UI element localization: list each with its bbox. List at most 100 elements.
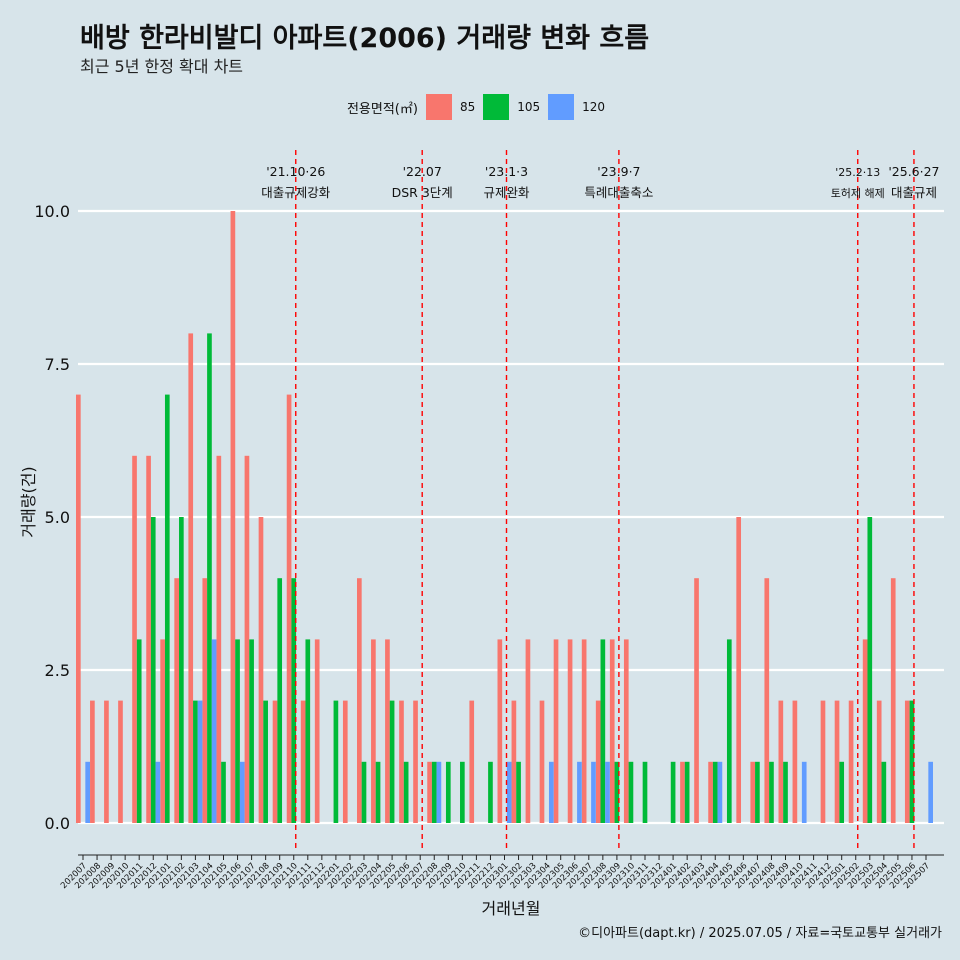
event-date-3: '23.9·7 <box>597 164 640 179</box>
bar-85-202207 <box>413 700 418 823</box>
bar-105-202110 <box>291 578 297 823</box>
legend-label-120: 120 <box>582 100 606 114</box>
bar-105-202407 <box>755 761 760 823</box>
bar-105-202101 <box>164 394 170 823</box>
legend-swatch-105 <box>483 94 510 120</box>
bar-105-202204 <box>375 761 381 823</box>
bar-85-202310 <box>623 639 629 823</box>
bar-85-202204 <box>371 639 376 823</box>
bar-105-202106 <box>235 639 240 823</box>
bar-120-202304 <box>548 761 554 823</box>
bar-85-202306 <box>567 639 573 823</box>
bar-85-202412 <box>820 700 826 823</box>
event-label-0: 대출규제강화 <box>261 185 331 200</box>
bar-120-202012 <box>155 761 161 823</box>
event-date-0: '21.10·26 <box>266 164 325 179</box>
bar-85-202305 <box>553 639 559 823</box>
bar-85-202408 <box>764 578 770 823</box>
bar-105-202506 <box>909 700 915 823</box>
bar-105-202103 <box>193 700 198 823</box>
legend-label-85: 85 <box>459 100 476 114</box>
bar-120-202208 <box>436 761 442 823</box>
chart-subtitle: 최근 5년 한정 확대 차트 <box>80 57 244 76</box>
event-label-5: 대출규제 <box>891 185 937 200</box>
bar-105-202401 <box>670 761 676 823</box>
legend-swatch-120 <box>548 94 575 120</box>
bar-120-202007 <box>85 761 90 823</box>
bar-105-202205 <box>389 700 395 823</box>
bar-105-202504 <box>881 761 887 823</box>
bar-105-202408 <box>769 761 774 823</box>
bar-85-202101 <box>160 639 165 823</box>
bar-120-202507 <box>928 761 933 823</box>
legend: 전용면적(㎡) 85 105 120 <box>0 93 960 121</box>
y-tick-label-0: 0.0 <box>45 814 70 833</box>
bar-85-202106 <box>230 211 236 823</box>
bar-105-202405 <box>726 639 732 823</box>
bar-85-202205 <box>385 639 390 823</box>
legend-label-105: 105 <box>517 100 541 114</box>
bar-85-202402 <box>680 761 685 823</box>
bar-105-202107 <box>249 639 254 823</box>
bar-85-202012 <box>146 455 151 823</box>
bar-105-202308 <box>600 639 606 823</box>
bar-105-202404 <box>712 761 718 823</box>
bar-85-202008 <box>90 700 95 823</box>
y-axis-title: 거래량(건) <box>19 466 38 537</box>
bar-105-202206 <box>403 761 409 823</box>
bar-105-202309 <box>614 761 620 823</box>
bar-85-202011 <box>132 455 137 823</box>
bar-105-202104 <box>207 333 212 823</box>
bar-85-202307 <box>581 639 587 823</box>
bar-85-202104 <box>202 578 208 823</box>
bar-85-202406 <box>736 517 742 823</box>
bar-85-202103 <box>188 333 194 823</box>
bar-120-202307 <box>591 761 596 823</box>
bar-85-202501 <box>834 700 840 823</box>
event-date-2: '23.1·3 <box>485 164 528 179</box>
event-date-5: '25.6·27 <box>888 164 939 179</box>
bar-85-202304 <box>539 700 545 823</box>
bar-85-202105 <box>216 455 222 823</box>
bar-105-202503 <box>867 517 873 823</box>
bar-85-202108 <box>258 517 264 823</box>
bar-85-202504 <box>876 700 882 823</box>
bar-105-202311 <box>642 761 648 823</box>
bar-105-202209 <box>445 761 451 823</box>
event-label-4: 토허제 해제 <box>831 186 885 200</box>
legend-swatch-85 <box>425 94 452 120</box>
bar-85-202211 <box>469 700 475 823</box>
bar-120-202306 <box>577 761 582 823</box>
bar-85-202107 <box>244 455 250 823</box>
y-tick-label-4: 10.0 <box>34 202 70 221</box>
bar-85-202502 <box>848 700 854 823</box>
y-tick-label-3: 7.5 <box>45 355 70 374</box>
bar-105-202203 <box>361 761 367 823</box>
bar-105-202102 <box>179 517 184 823</box>
bar-85-202111 <box>300 700 306 823</box>
event-date-4: '25.2·13 <box>835 166 880 179</box>
chart-title: 배방 한라비발디 아파트(2006) 거래량 변화 흐름 <box>80 23 650 54</box>
bar-105-202210 <box>460 761 465 823</box>
y-tick-label-2: 5.0 <box>45 508 70 527</box>
bar-105-202108 <box>263 700 268 823</box>
bar-85-202203 <box>357 578 362 823</box>
bar-120-202410 <box>801 761 807 823</box>
bar-120-202308 <box>605 761 610 823</box>
bar-85-202206 <box>399 700 404 823</box>
x-axis-title: 거래년월 <box>482 899 541 918</box>
bar-85-202409 <box>778 700 784 823</box>
bar-105-202105 <box>221 761 226 823</box>
bar-85-202503 <box>862 639 868 823</box>
bar-105-202011 <box>136 639 142 823</box>
bar-120-202301 <box>506 761 512 823</box>
bar-85-202309 <box>609 639 615 823</box>
bar-85-202506 <box>904 700 910 823</box>
event-date-1: '22.07 <box>403 164 442 179</box>
bar-85-202102 <box>174 578 180 823</box>
y-tick-label-1: 2.5 <box>45 661 70 680</box>
bar-85-202407 <box>750 761 756 823</box>
bar-85-202505 <box>890 578 896 823</box>
